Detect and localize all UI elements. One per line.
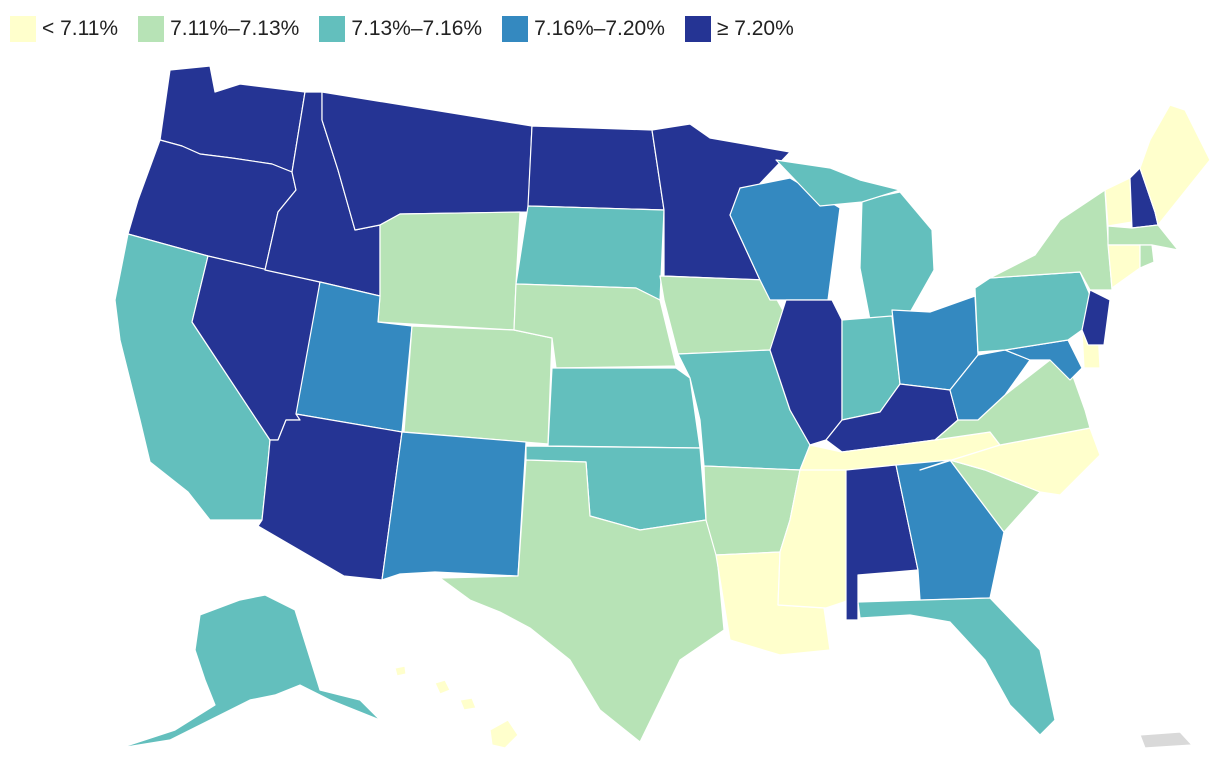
state-ne[interactable] bbox=[513, 283, 677, 369]
state-ks[interactable] bbox=[547, 367, 701, 449]
legend-swatch bbox=[319, 16, 346, 42]
state-wv[interactable] bbox=[949, 349, 1031, 421]
legend-item-bin-3: 7.16%–7.20% bbox=[502, 16, 665, 42]
state-nd[interactable] bbox=[527, 125, 665, 211]
state-az[interactable] bbox=[257, 413, 403, 581]
legend-swatch bbox=[10, 16, 36, 42]
state-mi-up[interactable] bbox=[775, 159, 901, 207]
state-me[interactable] bbox=[1139, 104, 1211, 226]
state-nj[interactable] bbox=[1081, 289, 1111, 346]
legend-item-bin-0: < 7.11% bbox=[10, 16, 118, 42]
legend-label: 7.13%–7.16% bbox=[351, 17, 483, 40]
state-vt[interactable] bbox=[1104, 177, 1133, 227]
legend-label: 7.16%–7.20% bbox=[534, 17, 665, 40]
legend-label: ≥ 7.20% bbox=[716, 17, 794, 40]
legend-item-bin-1: 7.11%–7.13% bbox=[138, 16, 299, 42]
state-hi-islands[interactable] bbox=[394, 665, 477, 711]
state-co[interactable] bbox=[403, 325, 553, 445]
legend-swatch bbox=[138, 16, 165, 42]
legend-swatch bbox=[684, 16, 711, 42]
territory-pr[interactable] bbox=[1139, 731, 1193, 749]
legend-label: 7.11%–7.13% bbox=[170, 17, 300, 40]
state-fl[interactable] bbox=[857, 597, 1056, 736]
state-ct[interactable] bbox=[1107, 244, 1141, 289]
state-ak[interactable] bbox=[119, 594, 381, 749]
legend-item-bin-2: 7.13%–7.16% bbox=[319, 16, 482, 42]
state-wy[interactable] bbox=[377, 211, 521, 331]
state-ri[interactable] bbox=[1139, 244, 1155, 269]
legend-label: < 7.11% bbox=[42, 17, 119, 40]
state-nm[interactable] bbox=[381, 431, 527, 581]
state-hi[interactable] bbox=[489, 719, 519, 749]
legend-swatch bbox=[502, 16, 529, 42]
state-tx[interactable] bbox=[439, 459, 725, 743]
legend-item-bin-4: ≥ 7.20% bbox=[684, 16, 794, 42]
state-mt[interactable] bbox=[321, 91, 533, 231]
state-mi[interactable] bbox=[859, 191, 935, 321]
state-pa[interactable] bbox=[974, 271, 1091, 353]
map-legend: < 7.11% 7.11%–7.13% 7.13%–7.16% 7.16%–7.… bbox=[10, 14, 814, 44]
